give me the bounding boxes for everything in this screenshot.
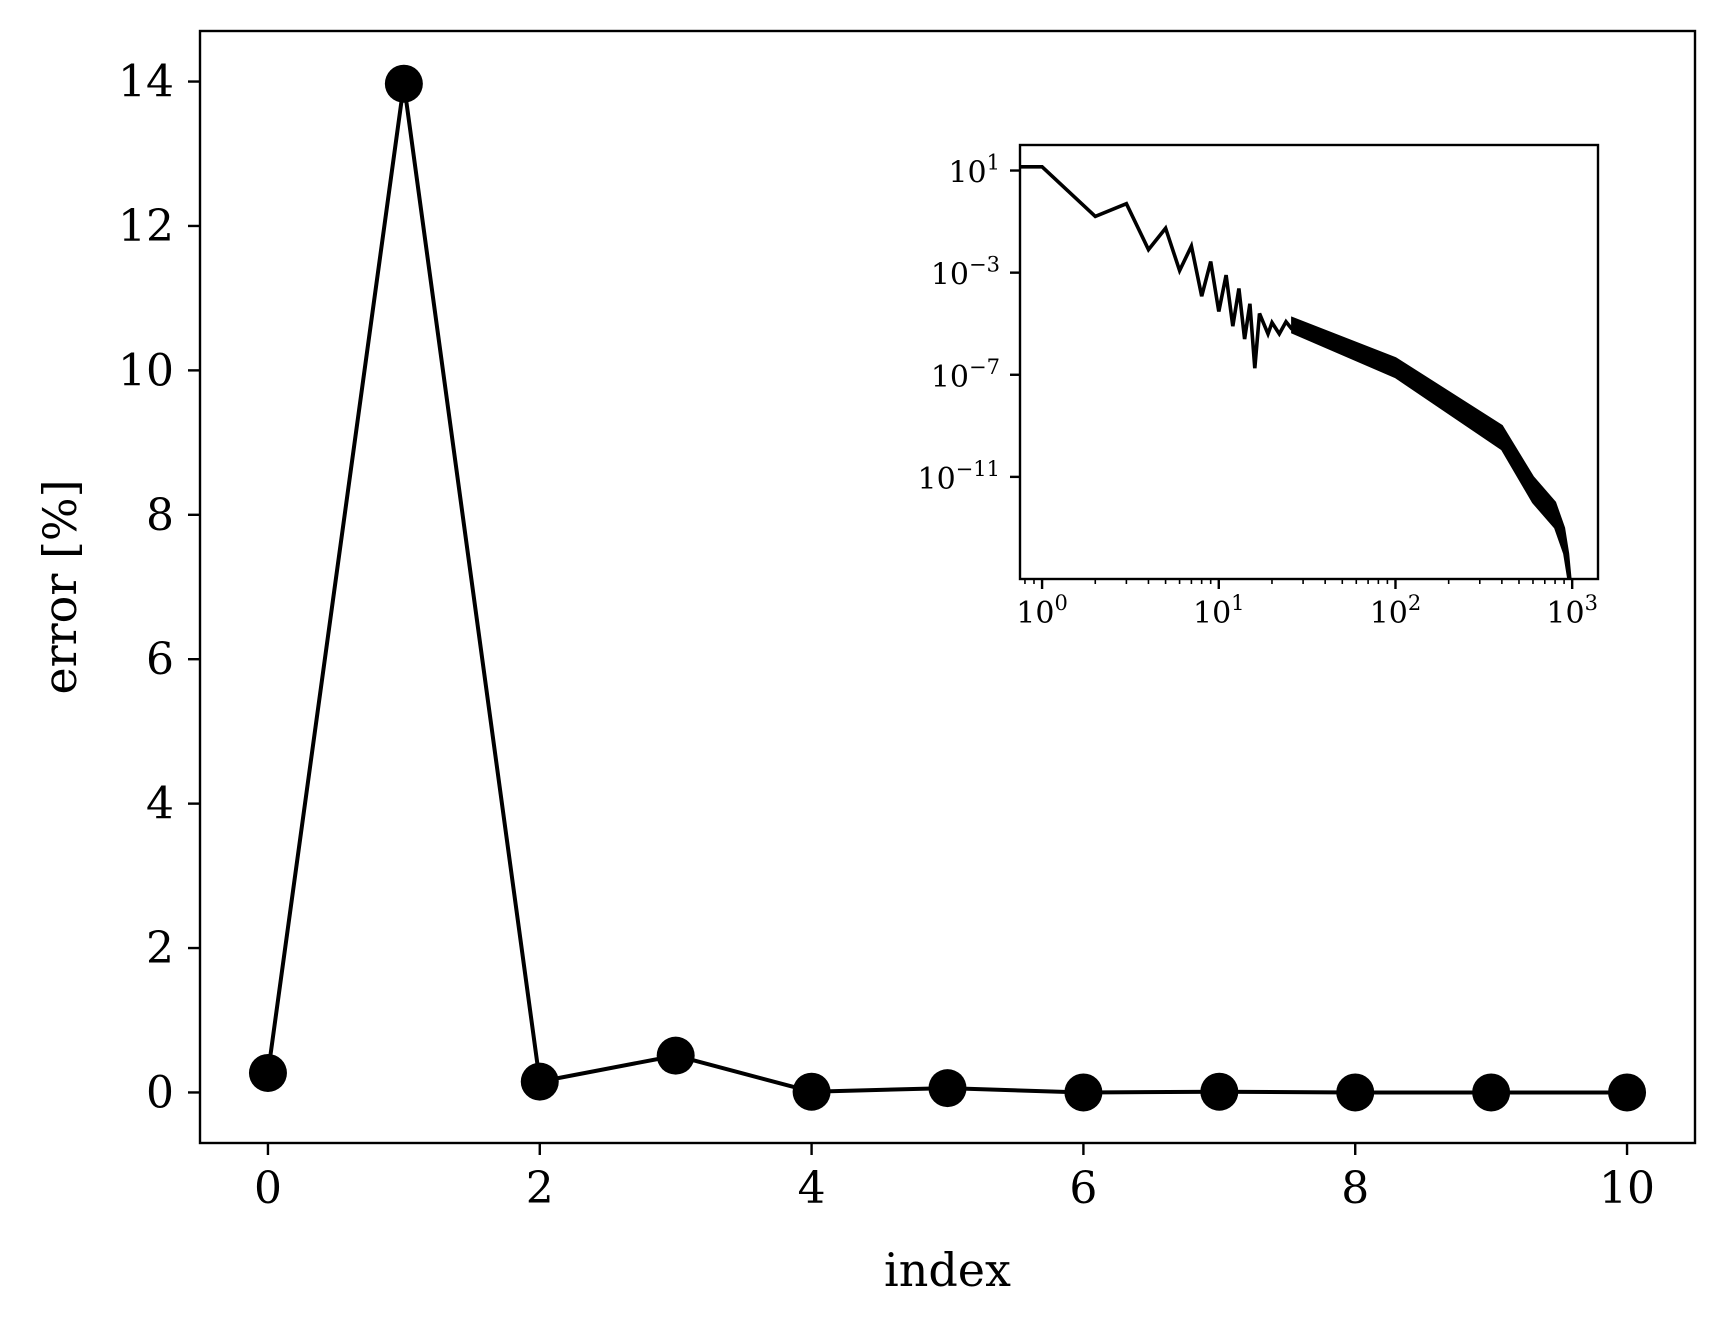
data-point: [1064, 1073, 1103, 1112]
inset-y-tick-exponent: −7: [969, 355, 1000, 379]
data-point: [656, 1036, 695, 1075]
inset-series: [1020, 165, 1572, 579]
main-plot-frame: [198, 29, 1697, 1145]
data-point: [1608, 1073, 1647, 1112]
inset-series-line: [1020, 165, 1294, 369]
data-point: [1472, 1073, 1511, 1112]
data-point: [520, 1062, 559, 1101]
y-tick-label: 8: [146, 490, 174, 541]
inset-x-tick-label: 102: [1370, 591, 1422, 631]
inset-x-tick-exponent: 3: [1585, 591, 1598, 615]
y-tick-label: 6: [146, 634, 174, 685]
y-tick-label: 12: [118, 201, 174, 252]
main-series: [248, 64, 1647, 1112]
inset-y-tick-base: 10: [948, 156, 986, 191]
inset-x-tick-base: 10: [1546, 596, 1584, 631]
x-tick-label: 2: [526, 1163, 554, 1214]
x-tick-label: 10: [1599, 1163, 1655, 1214]
y-tick-label: 4: [146, 779, 174, 830]
inset-x-tick-base: 10: [1016, 596, 1054, 631]
inset-y-tick-exponent: −3: [969, 253, 1000, 277]
inset-y-tick-base: 10: [917, 462, 955, 497]
y-tick-label: 14: [118, 57, 174, 108]
inset-x-tick-exponent: 2: [1408, 591, 1421, 615]
data-point: [384, 64, 423, 103]
data-point: [792, 1072, 831, 1111]
data-point: [1200, 1072, 1239, 1111]
data-point: [928, 1069, 967, 1108]
inset-y-tick-exponent: 1: [987, 151, 1000, 175]
y-axis-label: error [%]: [33, 479, 87, 694]
inset-x-tick-label: 101: [1193, 591, 1245, 631]
x-tick-label: 4: [798, 1163, 826, 1214]
inset-x-tick-label: 100: [1016, 591, 1068, 631]
y-tick-label: 10: [118, 345, 174, 396]
inset-y-tick-label: 10−11: [917, 457, 1000, 497]
x-tick-label: 0: [254, 1163, 282, 1214]
inset-background: [1020, 145, 1598, 579]
x-axis-label: index: [884, 1243, 1011, 1297]
inset-y-tick-label: 101: [948, 151, 1000, 191]
inset-x-tick-base: 10: [1193, 596, 1231, 631]
inset-y-tick-base: 10: [931, 360, 969, 395]
x-tick-label: 8: [1341, 1163, 1369, 1214]
main-x-ticks: 0 2 4 6 8 10: [254, 1143, 1655, 1214]
data-point: [1336, 1073, 1375, 1112]
inset-x-tick-base: 10: [1370, 596, 1408, 631]
inset-x-tick-label: 103: [1546, 591, 1598, 631]
inset-plot-frame: [1018, 143, 1600, 581]
data-point: [248, 1053, 287, 1092]
inset-x-tick-exponent: 0: [1054, 591, 1067, 615]
inset-y-tick-exponent: −11: [956, 457, 1000, 481]
y-tick-label: 0: [146, 1067, 174, 1118]
x-tick-label: 6: [1069, 1163, 1097, 1214]
inset-x-ticks: 100 101 102 103: [1016, 579, 1598, 631]
inset-x-tick-exponent: 1: [1231, 591, 1244, 615]
inset-y-tick-label: 10−3: [931, 253, 1000, 293]
main-y-ticks: 0 2 4 6 8 10 12 14: [118, 57, 200, 1118]
inset-y-tick-base: 10: [931, 258, 969, 293]
inset-y-tick-label: 10−7: [931, 355, 1000, 395]
y-tick-label: 2: [146, 923, 174, 974]
inset-series-band: [1291, 316, 1572, 579]
